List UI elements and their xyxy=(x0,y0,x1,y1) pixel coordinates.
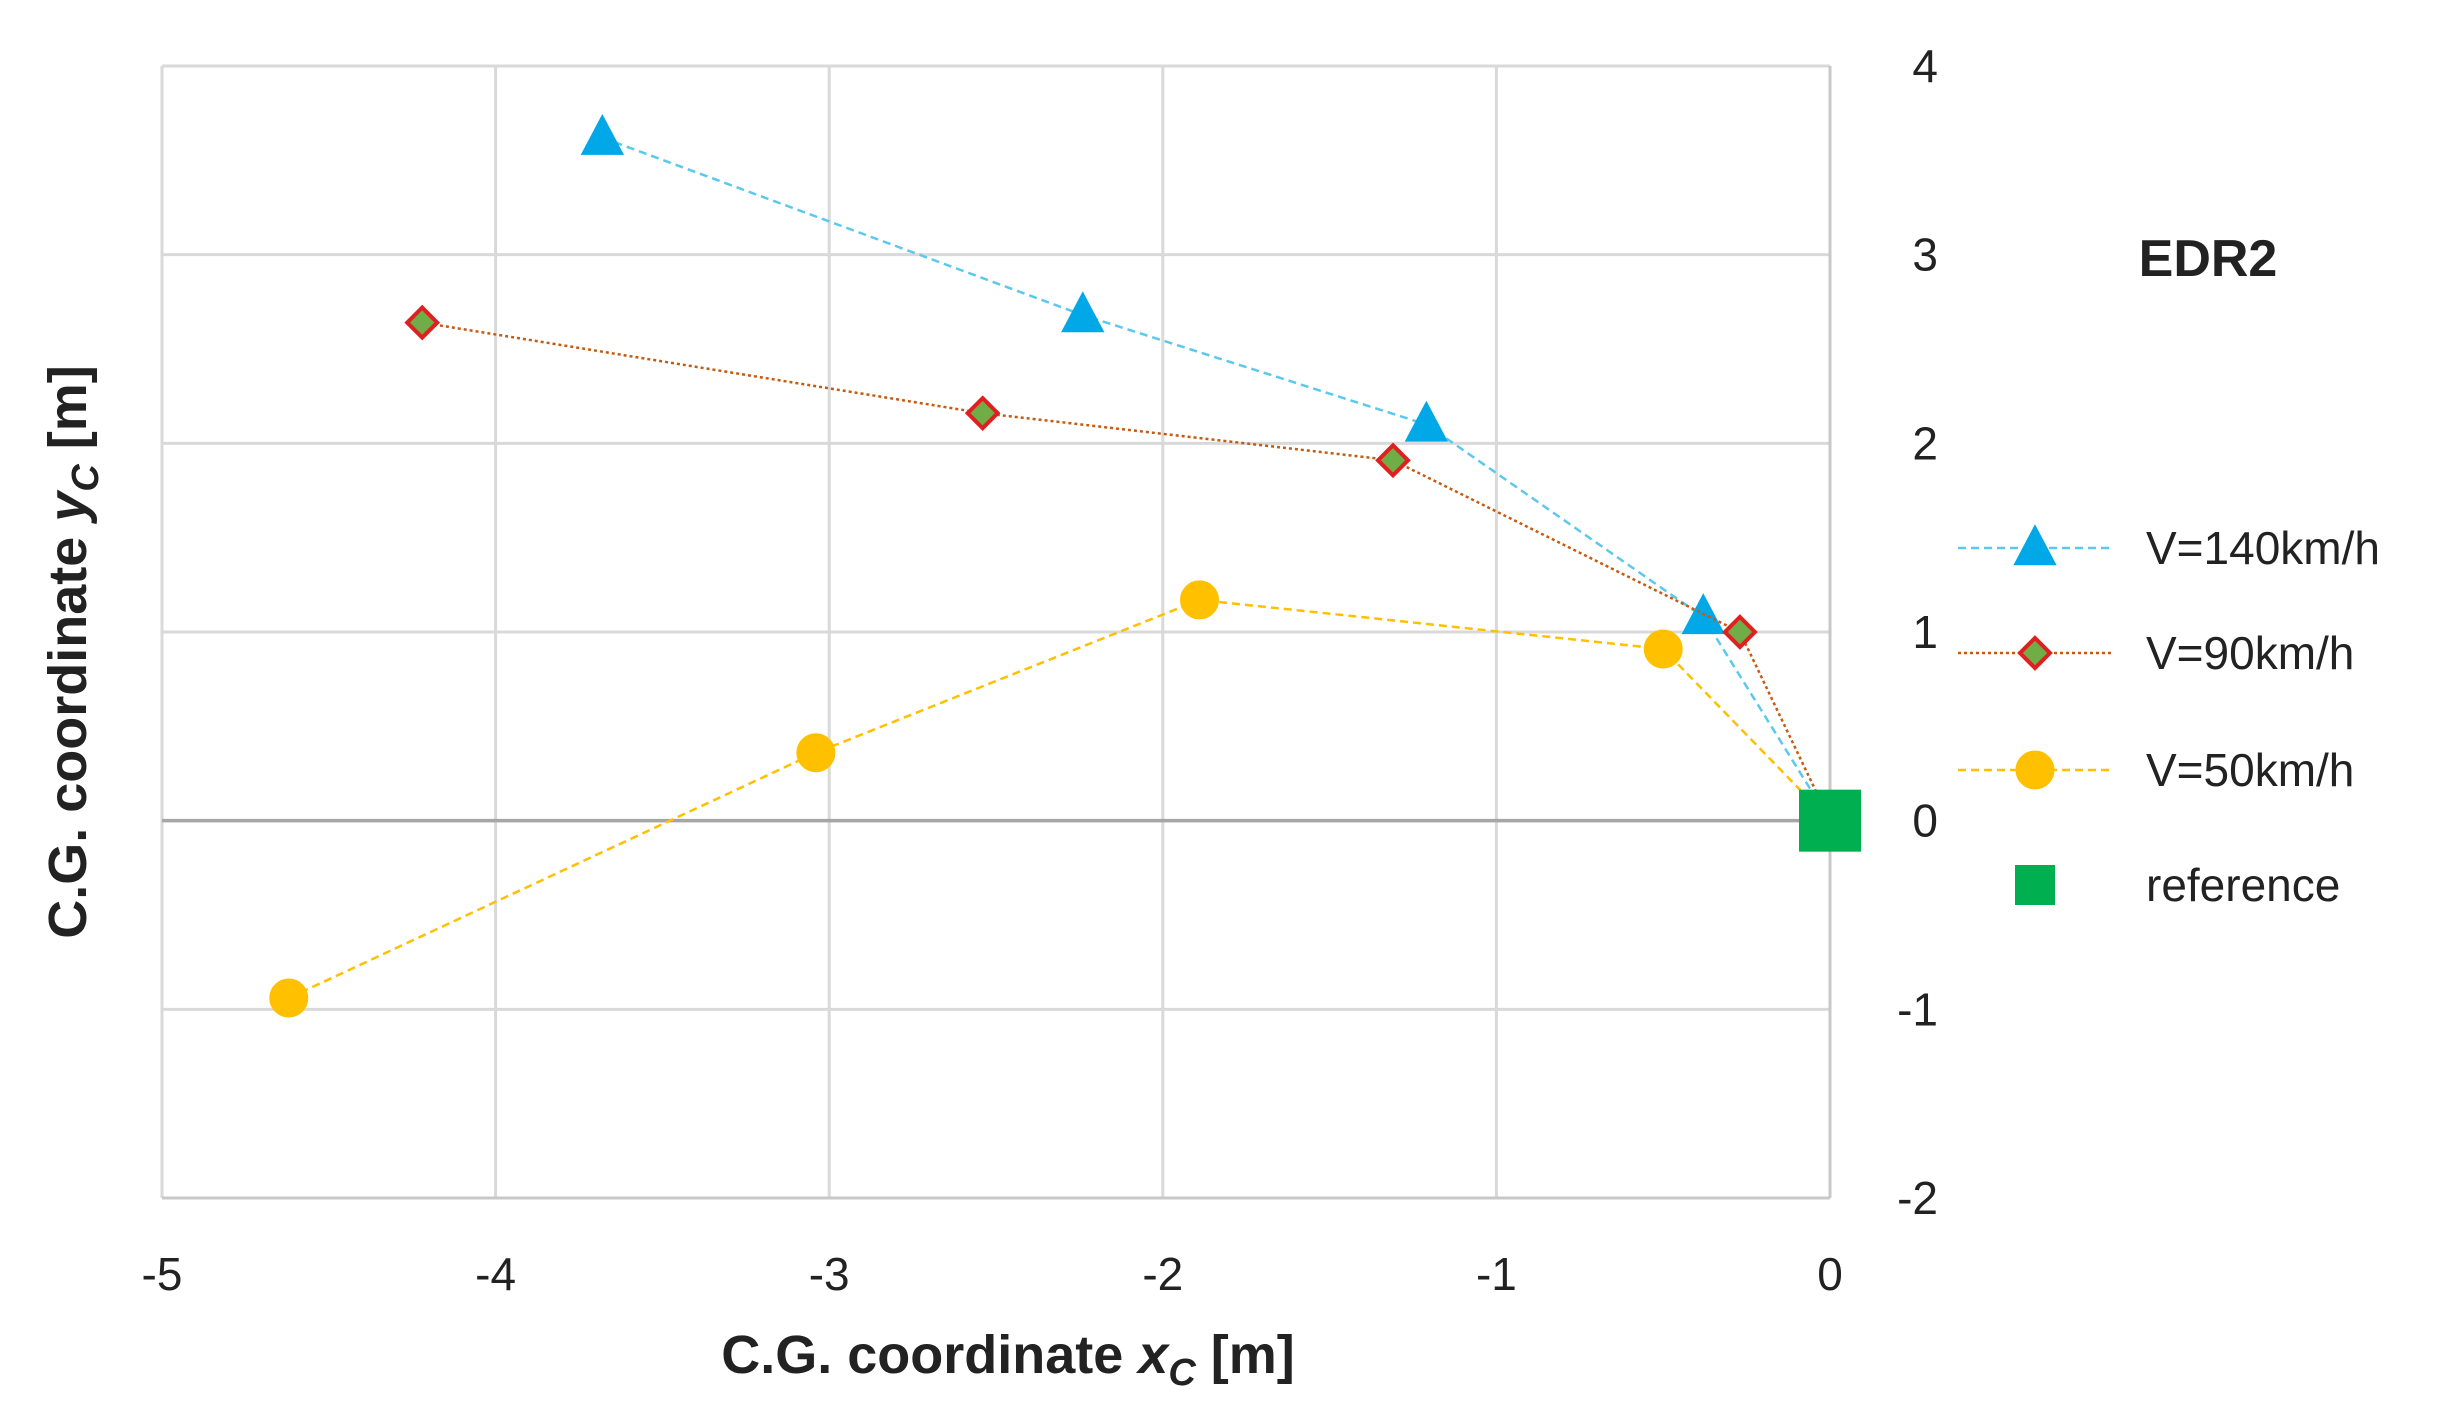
x-axis-title: C.G. coordinate xC [m] xyxy=(721,1325,1295,1394)
series-2 xyxy=(269,580,1831,1018)
x-axis-title-prefix: C.G. coordinate xyxy=(721,1325,1138,1385)
axes xyxy=(162,66,1832,1200)
x-tick-label-0: -5 xyxy=(142,1248,183,1300)
y-tick-label-6: 4 xyxy=(1912,40,1938,92)
series-1-point-2 xyxy=(1375,442,1411,479)
y-axis-title-symbol: y xyxy=(38,489,98,525)
legend: V=140km/h V=90km/h V=50km/h reference xyxy=(1958,522,2380,911)
legend-label-3: reference xyxy=(2146,859,2340,911)
series-0-line xyxy=(601,136,1832,822)
legend-item-3: reference xyxy=(2015,859,2340,911)
series-1-point-0 xyxy=(404,304,441,341)
legend-label-1: V=90km/h xyxy=(2146,627,2354,679)
y-tick-label-4: 2 xyxy=(1912,417,1938,469)
y-axis-title-suffix: [m] xyxy=(38,365,98,464)
legend-label-0: V=140km/h xyxy=(2146,522,2380,574)
series-2-point-1 xyxy=(796,733,836,773)
y-tick-label-2: 0 xyxy=(1912,795,1938,847)
series-1-line xyxy=(422,321,1832,822)
series-3-point-0 xyxy=(1799,789,1861,852)
legend-item-2: V=50km/h xyxy=(1958,744,2354,796)
y-tick-label-0: -2 xyxy=(1897,1172,1938,1224)
legend-marker-3 xyxy=(2015,865,2055,905)
y-tick-label-5: 3 xyxy=(1912,229,1938,281)
grid xyxy=(160,64,1832,1200)
y-tick-label-1: -1 xyxy=(1897,983,1938,1035)
series-0 xyxy=(580,113,1832,822)
series-3 xyxy=(1799,789,1861,852)
x-tick-label-5: 0 xyxy=(1817,1248,1843,1300)
legend-label-2: V=50km/h xyxy=(2146,744,2354,796)
legend-marker-2 xyxy=(2015,750,2055,790)
y-tick-label-3: 1 xyxy=(1912,606,1938,658)
series-1 xyxy=(404,304,1832,822)
x-tick-label-3: -2 xyxy=(1142,1248,1183,1300)
series-2-line xyxy=(288,598,1831,1000)
chart-title: EDR2 xyxy=(2139,230,2278,288)
series-2-point-3 xyxy=(1643,629,1683,669)
series-0-point-1 xyxy=(1061,291,1105,333)
x-tick-label-4: -1 xyxy=(1476,1248,1517,1300)
legend-item-0: V=140km/h xyxy=(1958,522,2380,574)
x-tick-label-2: -3 xyxy=(809,1248,850,1300)
legend-marker-0 xyxy=(2013,524,2057,566)
x-axis-title-subscript: C xyxy=(1168,1352,1196,1394)
series-1-point-1 xyxy=(964,395,1001,431)
x-axis-title-symbol: x xyxy=(1135,1325,1170,1385)
series-group xyxy=(269,113,1861,1018)
series-1-point-3 xyxy=(1722,614,1758,650)
x-axis-title-suffix: [m] xyxy=(1196,1325,1295,1385)
series-0-point-0 xyxy=(580,113,625,155)
series-2-point-2 xyxy=(1179,580,1219,620)
x-tick-label-1: -4 xyxy=(475,1248,516,1300)
y-axis-title-prefix: C.G. coordinate xyxy=(38,522,98,939)
legend-marker-1 xyxy=(2017,635,2053,671)
series-0-point-2 xyxy=(1404,400,1449,442)
series-2-point-0 xyxy=(269,978,309,1018)
legend-item-1: V=90km/h xyxy=(1958,627,2354,679)
tick-labels: -5 -4 -3 -2 -1 0 -2 -1 0 1 2 3 4 xyxy=(142,40,1938,1300)
y-axis-title: C.G. coordinate yC [m] xyxy=(38,365,107,939)
y-axis-title-subscript: C xyxy=(65,464,107,492)
